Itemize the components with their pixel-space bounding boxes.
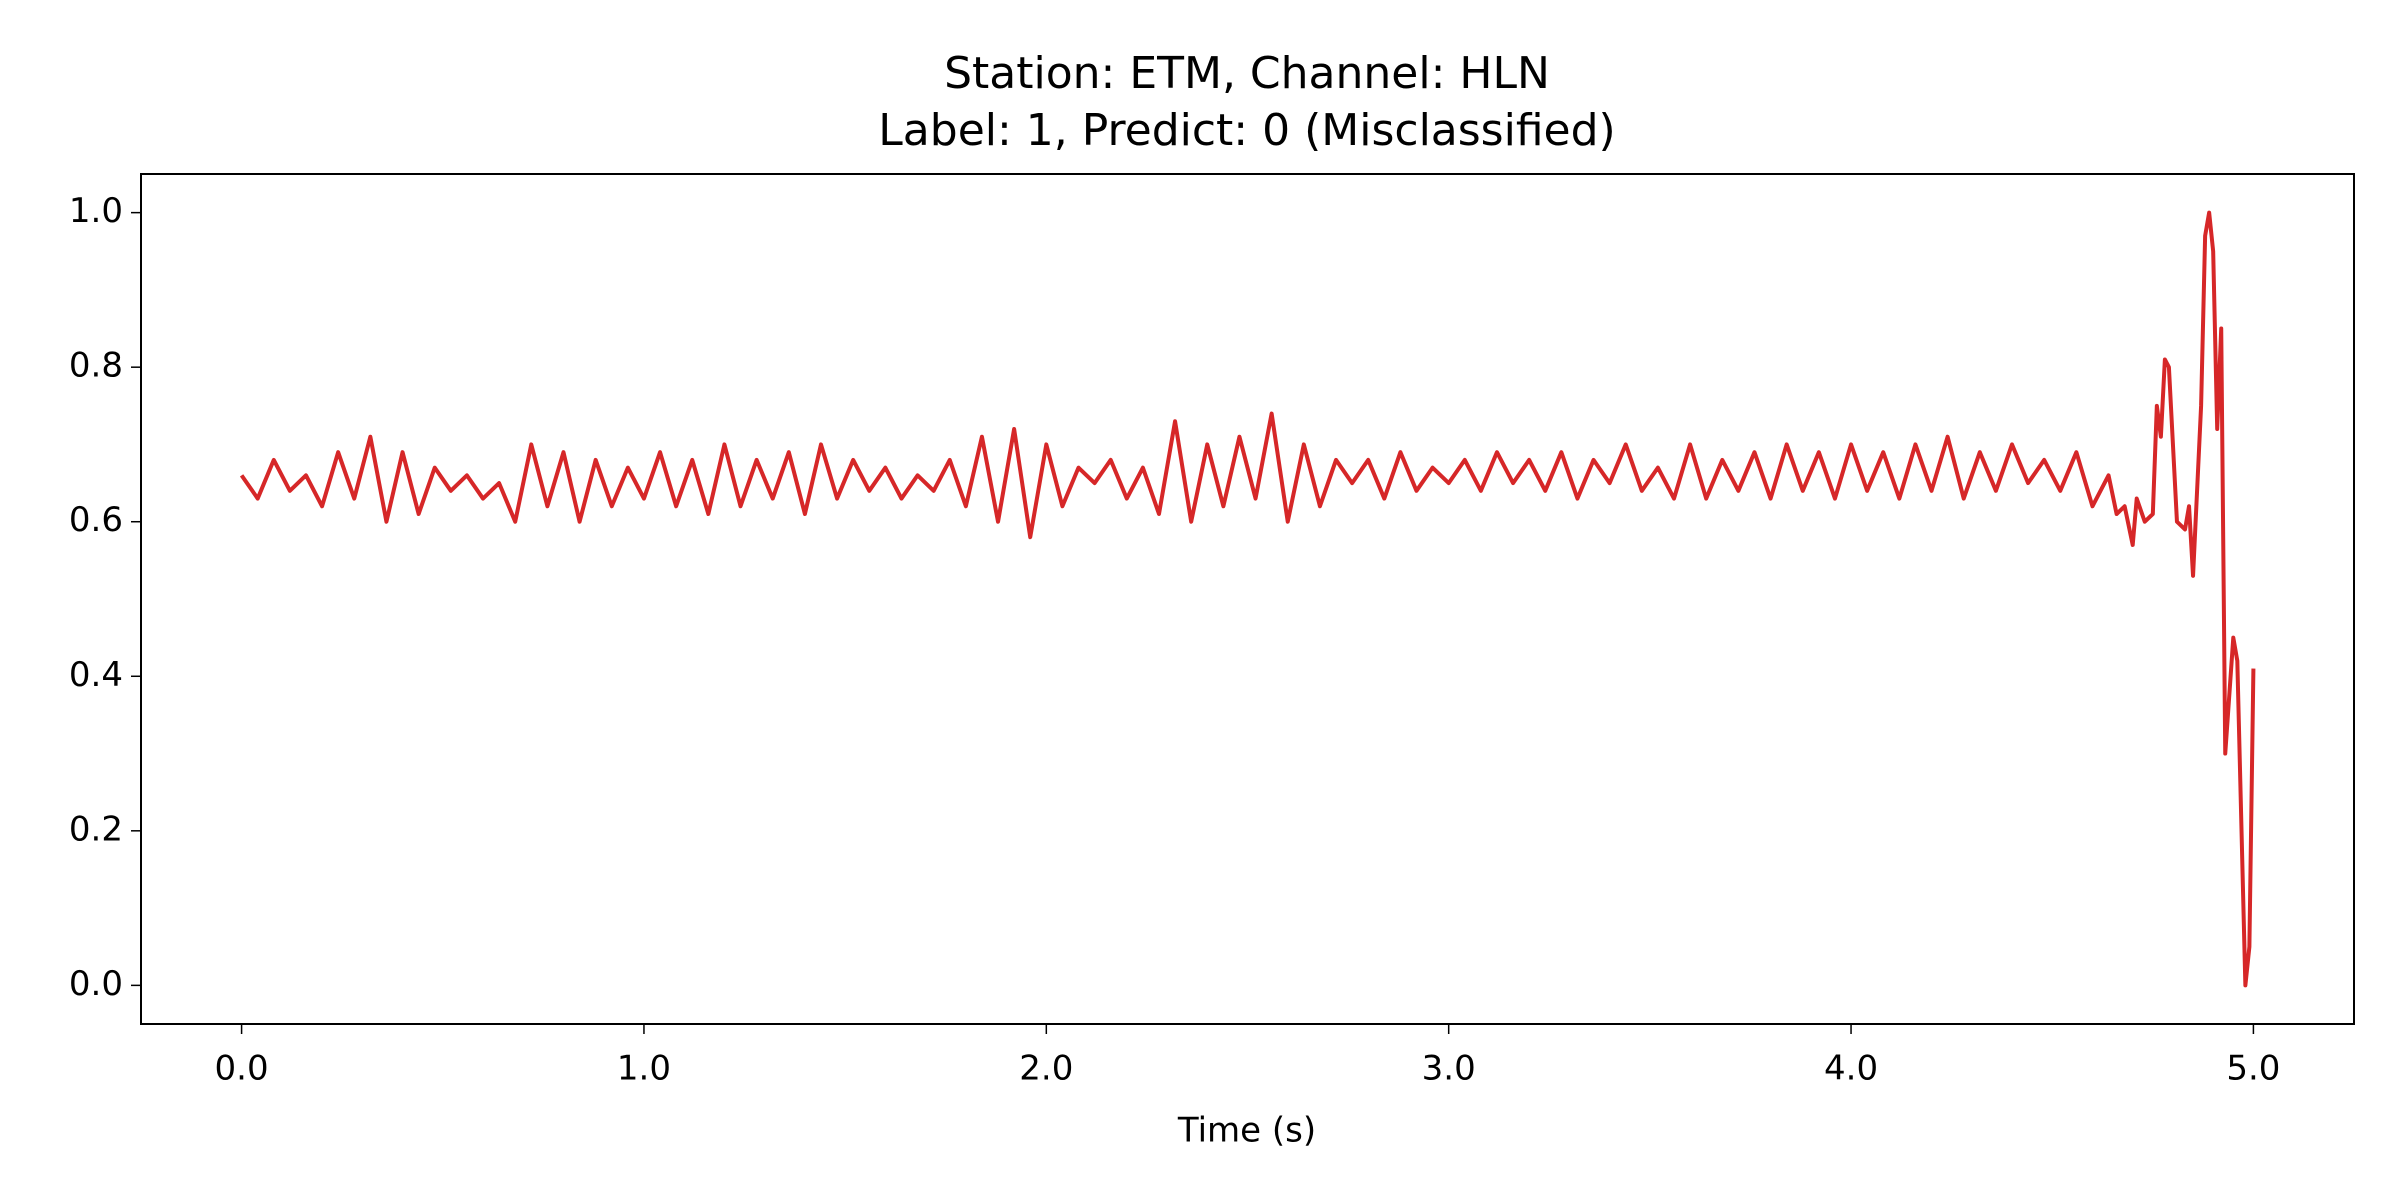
y-tick-label: 0.2	[69, 809, 123, 849]
x-tick-label: 2.0	[1019, 1049, 1073, 1089]
x-tick-label: 3.0	[1422, 1049, 1476, 1089]
chart-title: Station: ETM, Channel: HLN	[944, 48, 1550, 99]
x-tick-label: 5.0	[2226, 1049, 2280, 1089]
y-tick-label: 0.6	[69, 500, 123, 540]
y-tick-label: 0.0	[69, 964, 123, 1004]
x-axis-label: Time (s)	[1177, 1111, 1316, 1151]
x-tick-label: 1.0	[617, 1049, 671, 1089]
chart-subtitle: Label: 1, Predict: 0 (Misclassified)	[878, 105, 1615, 156]
y-tick-label: 0.8	[69, 346, 123, 386]
y-tick-label: 0.4	[69, 655, 123, 695]
x-tick-label: 0.0	[215, 1049, 269, 1089]
plot-frame	[140, 173, 2355, 1025]
x-tick-label: 4.0	[1824, 1049, 1878, 1089]
data-line	[239, 210, 2256, 988]
y-tick-label: 1.0	[69, 191, 123, 231]
